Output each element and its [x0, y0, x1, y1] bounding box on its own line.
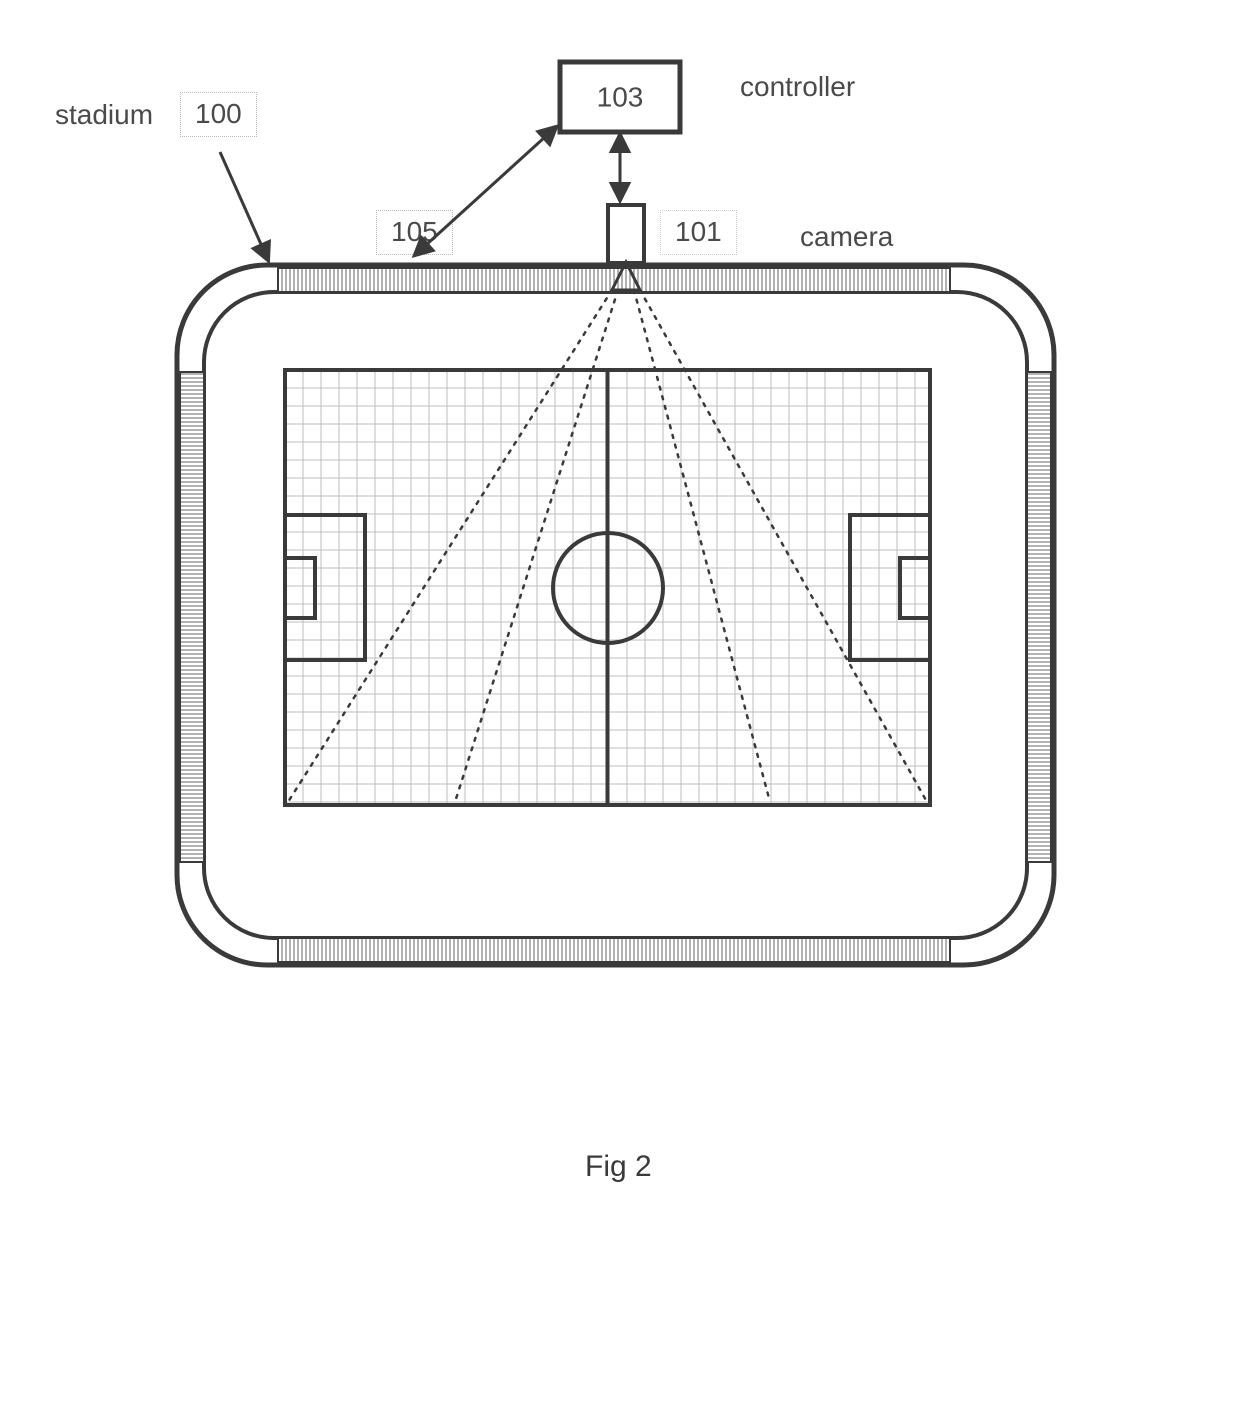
diagram-svg: 103 [0, 0, 1240, 1421]
connection-arrows [220, 127, 620, 260]
figure-canvas: stadium 100 105 controller 101 camera Fi… [0, 0, 1240, 1421]
spectator-stands [180, 268, 1051, 962]
soccer-pitch [285, 370, 930, 805]
ref-103-controller: 103 [597, 81, 644, 112]
